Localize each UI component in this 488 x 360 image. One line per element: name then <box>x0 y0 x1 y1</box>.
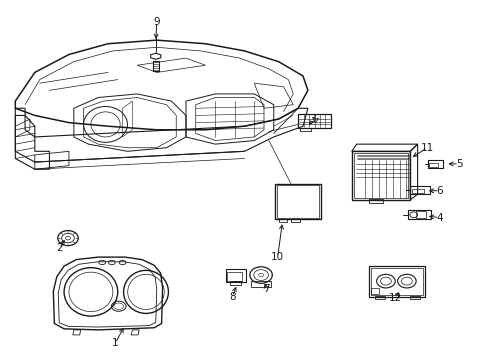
Bar <box>277 185 318 218</box>
Bar <box>409 296 419 299</box>
Bar <box>227 272 242 281</box>
Text: 9: 9 <box>153 17 160 27</box>
Bar <box>153 60 158 71</box>
Text: 2: 2 <box>56 243 62 253</box>
Bar <box>415 211 426 219</box>
Bar <box>409 186 429 194</box>
Bar <box>300 128 310 131</box>
Text: 4: 4 <box>435 213 442 222</box>
Bar <box>411 189 424 193</box>
Bar <box>274 184 321 220</box>
Bar <box>278 219 287 222</box>
Text: 1: 1 <box>112 338 119 348</box>
Bar <box>368 199 383 203</box>
Text: 11: 11 <box>420 143 433 153</box>
Bar <box>229 282 240 285</box>
Bar <box>368 266 424 297</box>
Text: 5: 5 <box>455 159 462 169</box>
Text: 3: 3 <box>309 114 315 124</box>
Bar <box>427 160 443 168</box>
Bar <box>225 269 246 282</box>
Text: 12: 12 <box>388 293 402 303</box>
Bar <box>298 114 330 128</box>
Bar <box>370 267 422 295</box>
Text: 10: 10 <box>270 252 284 262</box>
Bar <box>353 153 407 198</box>
Bar <box>351 151 409 200</box>
Text: 8: 8 <box>228 292 235 302</box>
Text: 7: 7 <box>263 284 269 294</box>
Bar <box>407 210 430 220</box>
Bar <box>290 219 299 222</box>
Bar <box>370 288 378 294</box>
Bar <box>428 163 437 167</box>
Text: 6: 6 <box>435 186 442 196</box>
Bar <box>374 296 384 299</box>
Bar <box>251 282 270 287</box>
